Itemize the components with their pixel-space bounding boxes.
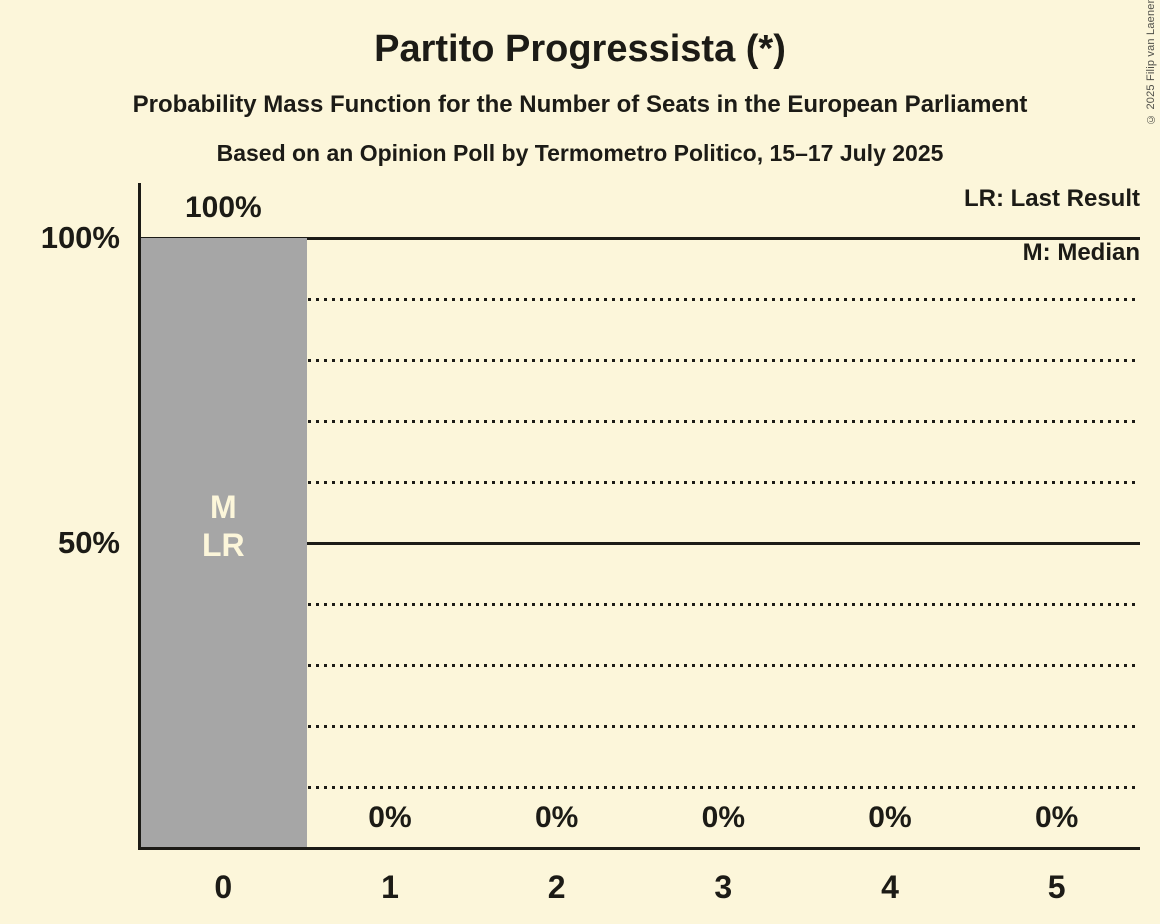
gridline-30pct: [140, 664, 1140, 667]
gridline-100pct: [140, 237, 1140, 240]
value-label-5: 0%: [1034, 801, 1079, 834]
y-axis-line: [138, 183, 141, 850]
value-label-4: 0%: [868, 801, 912, 834]
chart-source-line: Based on an Opinion Poll by Termometro P…: [216, 140, 944, 166]
x-tick-4: 4: [881, 869, 899, 905]
median-marker: M: [210, 489, 237, 525]
legend-median: M: Median: [1022, 239, 1140, 266]
x-tick-0: 0: [214, 869, 233, 905]
gridline-70pct: [140, 420, 1140, 423]
bar-annotation-median-lastresult: M LR: [140, 488, 307, 564]
x-tick-2: 2: [547, 869, 566, 905]
bar-seats-0: [140, 238, 307, 848]
gridline-20pct: [140, 725, 1140, 728]
legend-last-result: LR: Last Result: [963, 185, 1140, 212]
y-tick-50pct: 50%: [57, 525, 120, 560]
x-tick-3: 3: [714, 869, 733, 905]
chart-subtitle: Probability Mass Function for the Number…: [132, 91, 1028, 118]
x-axis-line: [138, 847, 1140, 850]
value-label-1: 0%: [368, 801, 412, 834]
copyright-notice: © 2025 Filip van Laenen: [1145, 0, 1157, 125]
gridline-90pct: [140, 298, 1140, 301]
gridline-40pct: [140, 603, 1140, 606]
value-label-3: 0%: [701, 801, 745, 834]
gridline-10pct: [140, 786, 1140, 789]
x-tick-5: 5: [1047, 869, 1066, 905]
last-result-marker: LR: [202, 527, 245, 563]
gridline-50pct: [140, 542, 1140, 545]
gridline-60pct: [140, 481, 1140, 484]
gridline-80pct: [140, 359, 1140, 362]
y-tick-100pct: 100%: [40, 220, 120, 255]
value-label-0: 100%: [184, 191, 262, 224]
value-label-2: 0%: [534, 801, 579, 834]
chart-title: Partito Progressista (*): [374, 28, 786, 70]
x-tick-1: 1: [381, 869, 399, 905]
